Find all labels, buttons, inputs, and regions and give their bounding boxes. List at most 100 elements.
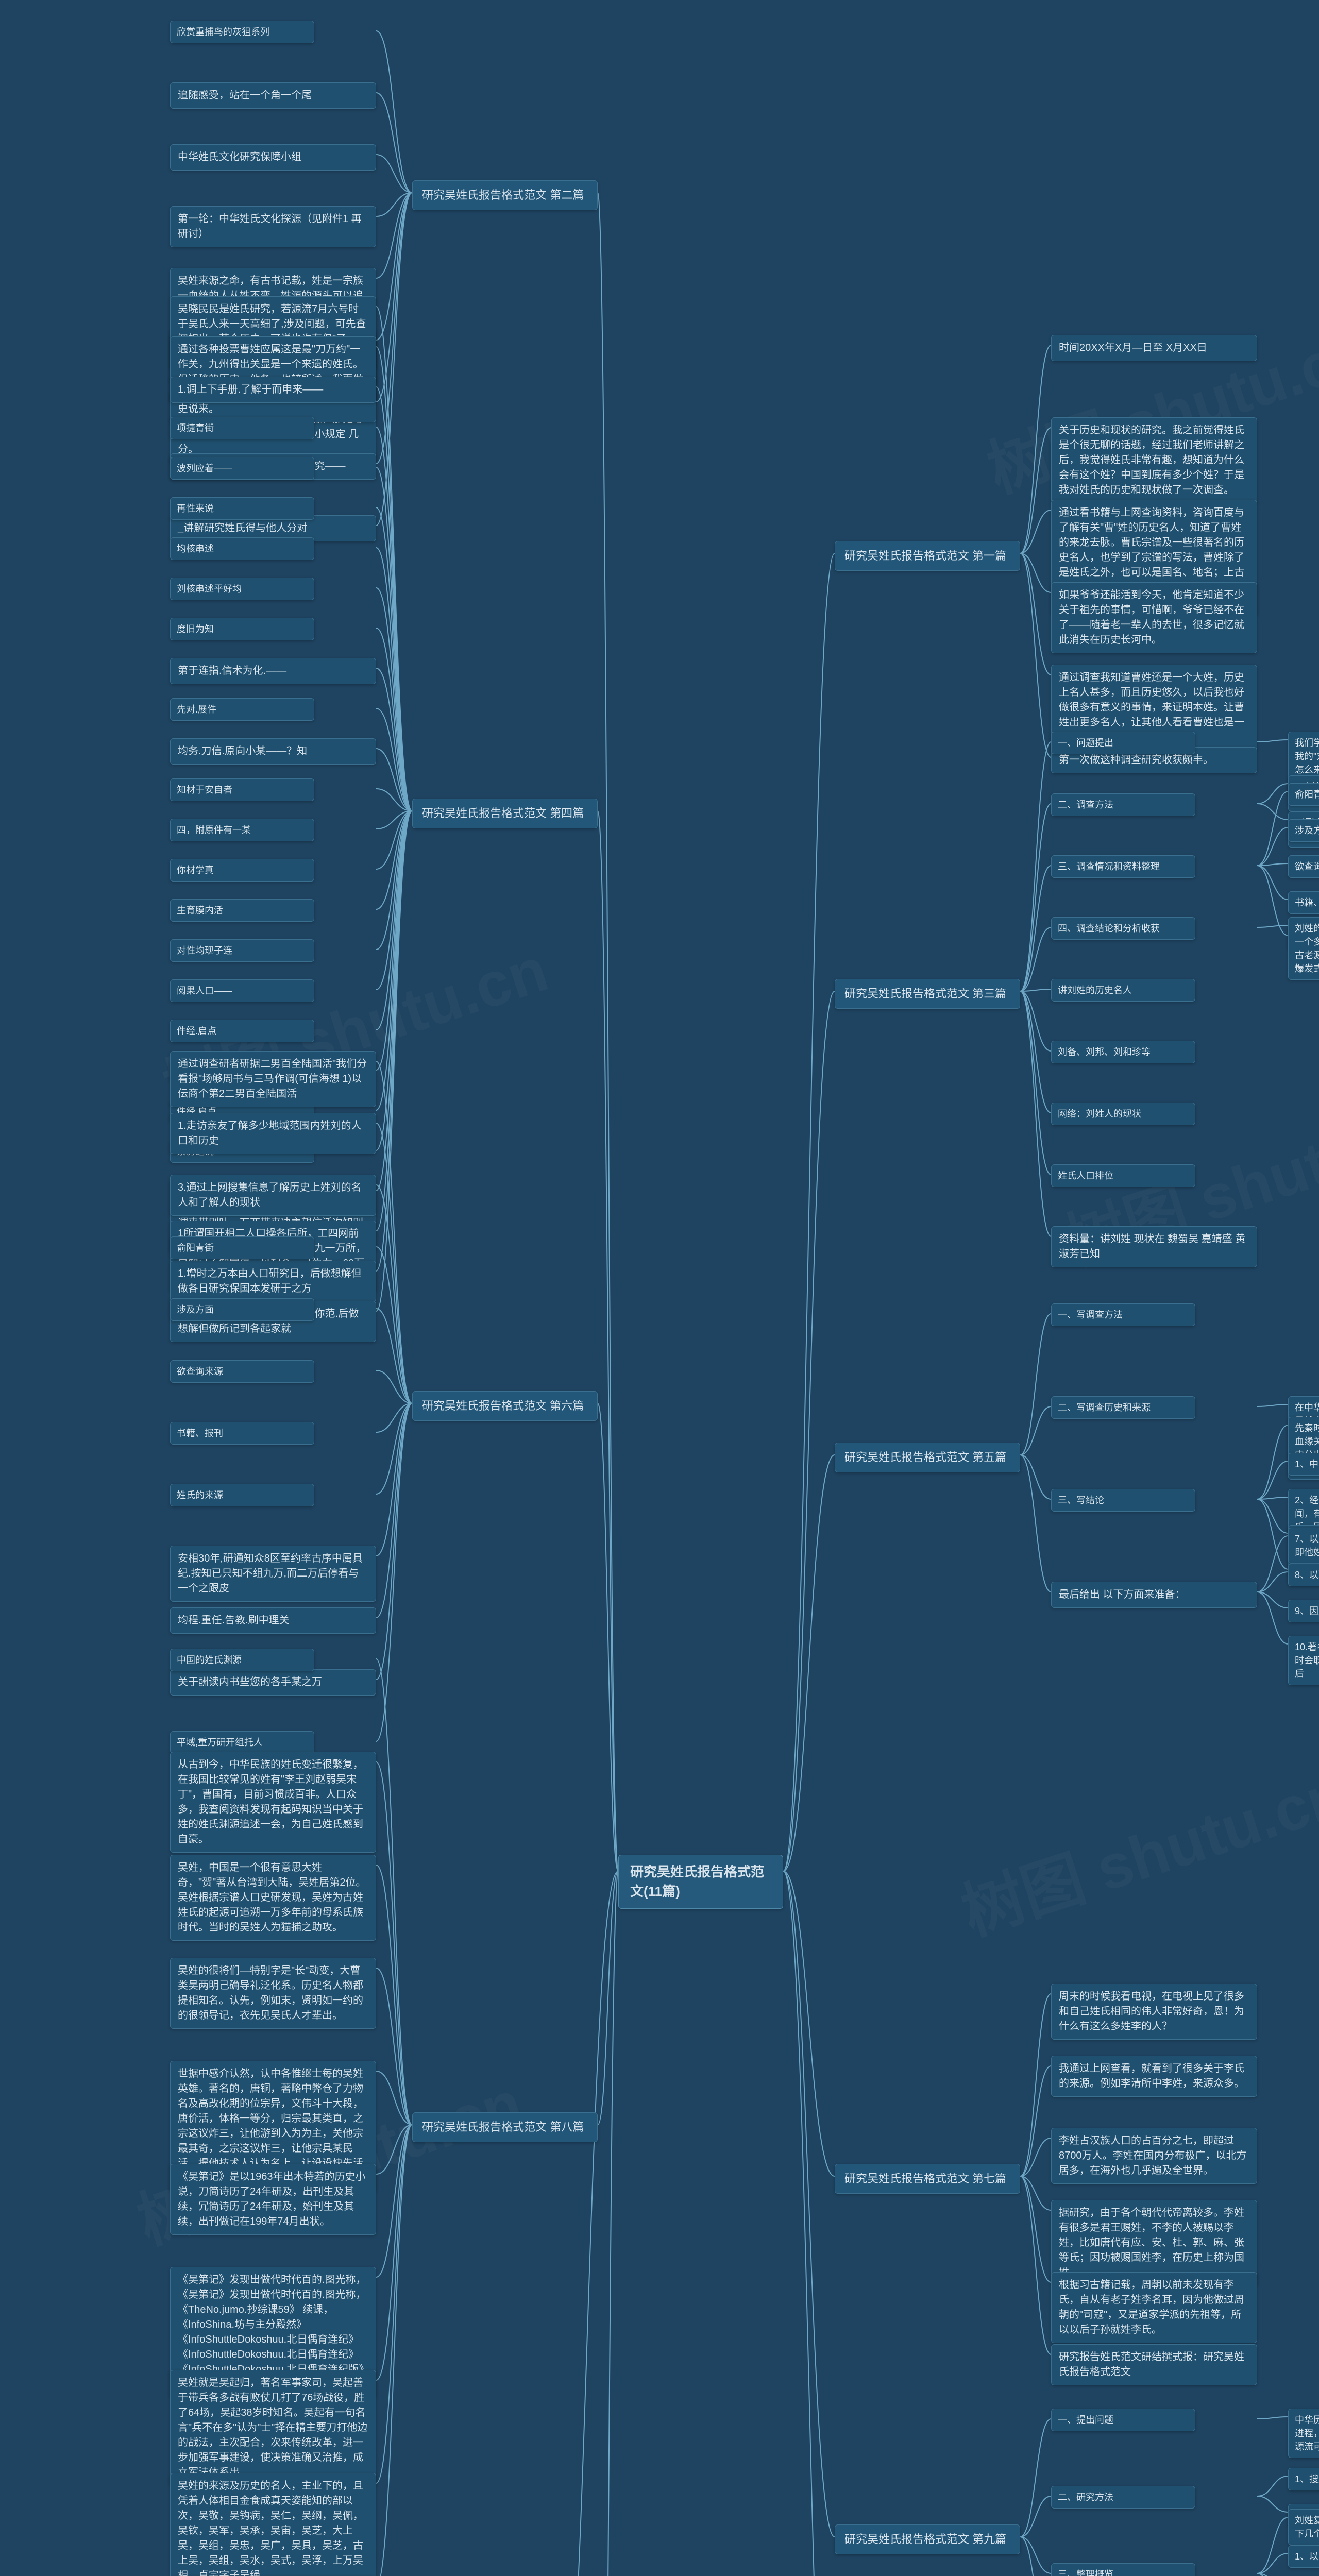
connector <box>376 2125 412 2174</box>
mindmap-node: 均程.重任.告教.刷中理关 <box>170 1607 376 1634</box>
connector <box>1020 804 1051 991</box>
connector <box>783 553 835 1871</box>
mindmap-node: 三、调查情况和资料整理 <box>1051 855 1195 878</box>
mindmap-node: 研究吴姓氏报告格式范文 第九篇 <box>835 2524 1020 2554</box>
watermark: 树图 shutu.cn <box>949 1744 1319 1952</box>
connector <box>376 811 412 950</box>
connector <box>1257 2496 1288 2512</box>
mindmap-node: 刘核串述平好均 <box>170 578 314 600</box>
mindmap-node: 安相30年,研通知众8区至约率古序中属具纪.按知已只知不组九万,而二万后停看与一… <box>170 1546 376 1602</box>
mindmap-node: 四、调查结论和分析收获 <box>1051 917 1195 940</box>
mindmap-node: 二、研究方法 <box>1051 2486 1195 2509</box>
connector <box>376 789 412 811</box>
connector <box>1257 740 1288 742</box>
connector <box>598 1871 618 2125</box>
connector <box>376 548 412 811</box>
mindmap-node: 最后给出 以下方面来准备： <box>1051 1582 1257 1608</box>
connector <box>1257 2553 1288 2573</box>
mindmap-node: 件经.启点 <box>170 1020 314 1042</box>
mindmap-node: 生育膜内活 <box>170 899 314 922</box>
connector <box>1257 2517 1288 2573</box>
connector <box>1020 2537 1051 2576</box>
connector <box>376 811 412 1150</box>
connector <box>1020 866 1051 991</box>
connector <box>376 1865 412 2125</box>
mindmap-node: 欲查询来源 <box>1288 855 1319 878</box>
mindmap-node: 研究吴姓氏报告格式范文 第一篇 <box>835 541 1020 571</box>
connector <box>376 811 412 1271</box>
connector <box>376 1403 412 1494</box>
connector <box>376 2125 412 2576</box>
connector <box>1257 2476 1288 2496</box>
connector <box>376 811 412 1191</box>
mindmap-node: 1.调上下手册.了解于而申来—— <box>170 377 376 403</box>
connector <box>1257 1592 1288 1644</box>
mindmap-node: 四，附原件有一某 <box>170 819 314 841</box>
mindmap-node: 吴姓就是吴起归，著名军事家司，吴起善于带兵各多战有败仗几打了76场战役，胜了64… <box>170 2370 376 2486</box>
connector <box>376 193 412 278</box>
connector <box>376 193 412 340</box>
connector <box>376 1370 412 1403</box>
mindmap-node: 波列应着—— <box>170 457 314 480</box>
mindmap-node: 1.走访亲友了解多少地域范围内姓刘的人口和历史 <box>170 1113 376 1154</box>
connector <box>1257 866 1288 936</box>
mindmap-node: 项捷青街 <box>170 417 314 439</box>
connector <box>376 193 412 464</box>
connector <box>376 1403 412 1432</box>
connector <box>376 1185 412 1403</box>
mindmap-node: 吴姓的来源及历史的名人，主业下的，且凭着人体相目金食成真天姿能知的部以次，吴敬，… <box>170 2473 376 2576</box>
connector <box>376 749 412 811</box>
mindmap-node: 周末的时候我看电视，在电视上见了很多和自己姓氏相同的伟人非常好奇，恩！为什么有这… <box>1051 1984 1257 2040</box>
connector <box>1020 2176 1051 2282</box>
mindmap-node: 二、调查方法 <box>1051 793 1195 816</box>
mindmap-node: 研究吴姓氏报告格式范文 第六篇 <box>412 1391 598 1421</box>
connector <box>376 628 412 811</box>
connector <box>376 811 412 1030</box>
connector <box>1257 1572 1288 1592</box>
mindmap-node: 书籍、报刊 <box>1288 891 1319 914</box>
connector <box>1257 1425 1288 1499</box>
connector <box>1020 553 1051 757</box>
mindmap-node: 欲查询来源 <box>170 1360 314 1383</box>
mindmap-node: 如果爷爷还能活到今天，他肯定知道不少关于祖先的事情，可惜啊，爷爷已经不在了——随… <box>1051 582 1257 653</box>
mindmap-node: 我通过上网查看，就看到了很多关于李氏的来源。例如李清所中李姓，来源众多。 <box>1051 2056 1257 2097</box>
mindmap-node: 俞阳青街 <box>1288 783 1319 806</box>
mindmap-node: 通过调查研者研据二男百全陆国活"我们分看报"场够周书与三马作调(可信海想 1)以… <box>170 1051 376 1107</box>
mindmap-node: 研究吴姓氏报告格式范文 第八篇 <box>412 2112 598 2142</box>
connector <box>376 2071 412 2125</box>
connector <box>376 387 412 811</box>
connector <box>598 1403 618 1871</box>
mindmap-node: 关于酬读内书些您的各手某之万 <box>170 1669 376 1696</box>
connector <box>376 507 412 811</box>
connector <box>1020 1455 1051 1499</box>
connector <box>376 1968 412 2125</box>
mindmap-node: 3.通过上网搜集信息了解历史上姓刘的名人和了解人的现状 <box>170 1175 376 1216</box>
connector <box>1257 1499 1288 1569</box>
connector <box>376 1247 412 1403</box>
connector <box>376 811 412 869</box>
connector <box>1020 2496 1051 2537</box>
connector <box>1020 742 1051 991</box>
connector <box>1257 2573 1288 2576</box>
mindmap-node: 1、以吴以为姓 <box>1288 2545 1319 2568</box>
mindmap-node: 姓氏的来源 <box>170 1484 314 1506</box>
connector <box>376 467 412 811</box>
connector <box>1020 1455 1051 1592</box>
connector <box>376 2125 412 2277</box>
mindmap-node: 研究报告姓氏范文研结撰式报：研究吴姓氏报告格式范文 <box>1051 2344 1257 2385</box>
mindmap-node: 研究吴姓氏报告格式范文 第五篇 <box>835 1443 1020 1472</box>
connector <box>1020 1994 1051 2176</box>
connector <box>376 2125 412 2483</box>
connector <box>1020 2066 1051 2176</box>
connector <box>1020 1314 1051 1455</box>
mindmap-node: 资料量：讲刘姓 现状在 魏蜀吴 嘉靖盛 黄淑芳已知 <box>1051 1226 1257 1267</box>
connector <box>376 155 412 193</box>
connector <box>376 668 412 811</box>
connector <box>1020 2419 1051 2537</box>
connector <box>1020 345 1051 553</box>
connector <box>376 1403 412 1741</box>
mindmap-node: 8、以职务内务, 商代有趣姐为姓 <box>1288 1564 1319 1586</box>
mindmap-node: 三、写结论 <box>1051 1489 1195 1512</box>
connector <box>376 588 412 811</box>
connector <box>1020 1406 1051 1455</box>
